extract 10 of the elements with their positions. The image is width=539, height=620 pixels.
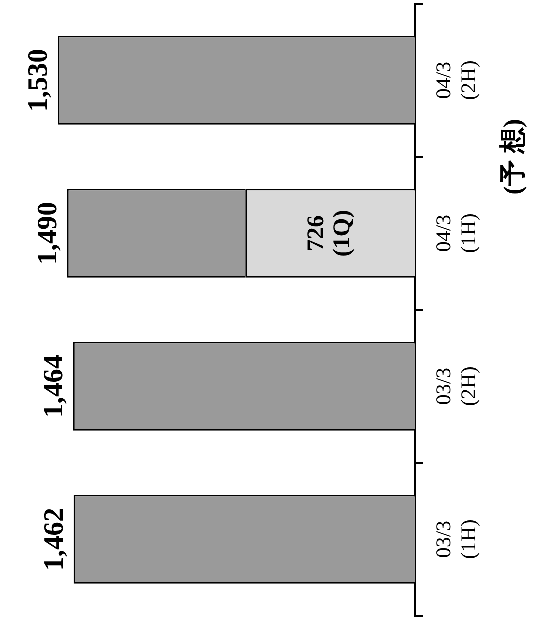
y-tick-label: 03/3 (2H): [432, 366, 481, 406]
y-tick-label: 03/3 (1H): [432, 520, 481, 560]
total-label: 1,490: [32, 202, 64, 265]
total-label: 1,462: [39, 508, 70, 571]
data-label: 726 (1Q): [304, 210, 356, 257]
total-label: 1,464: [38, 355, 70, 418]
total-label: 1,530: [23, 49, 54, 112]
text: (予 想): [498, 119, 528, 195]
y-tick-label: 04/3 (1H): [432, 214, 481, 254]
y-tick-label: 04/3 (2H): [432, 60, 481, 100]
